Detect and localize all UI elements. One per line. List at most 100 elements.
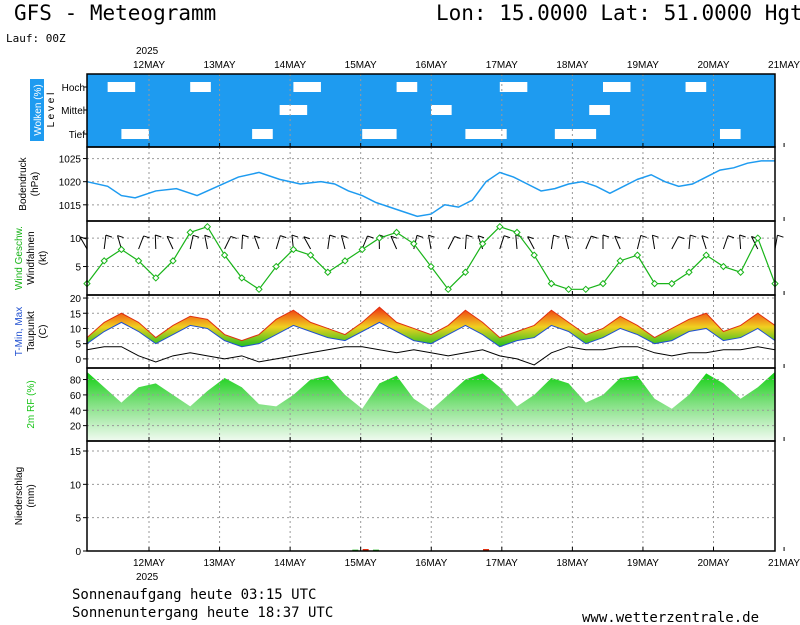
wind-speed-point <box>702 251 710 259</box>
cloud-panel: Hoch Mittel Tief Wolken (%) L e v e l <box>30 73 785 148</box>
wind-speed-point <box>341 257 349 265</box>
wind-speed-point <box>324 268 332 276</box>
year-label-top: 2025 <box>136 46 159 57</box>
wind-barb-flag <box>155 234 162 238</box>
day-label-top: 21MAY <box>768 60 800 71</box>
y-tick-label: 10 <box>70 324 82 335</box>
wind-barb <box>303 236 312 250</box>
wind-speed-point <box>306 251 315 259</box>
y-tick-label: 0 <box>75 547 81 558</box>
wind-barb-flag <box>602 234 610 238</box>
cloud-clear-gap <box>107 82 136 92</box>
cloud-label-box <box>30 79 44 141</box>
wind-speed-point <box>272 262 280 271</box>
wind-speed-point <box>719 262 728 271</box>
wind-barb-flag <box>727 235 735 239</box>
wind-speed-point <box>736 268 745 276</box>
day-labels-bottom: 12MAY 13MAY 14MAY 15MAY 16MAY 17MAY 18MAY 19MAY… <box>133 558 800 569</box>
wind-barb <box>636 235 642 250</box>
wind-speed-point <box>375 234 384 242</box>
wind-barb-flag <box>416 234 424 238</box>
day-label-top: 12MAY <box>133 60 165 71</box>
wind-barb <box>464 234 467 250</box>
day-label-bottom: 20MAY <box>697 558 729 569</box>
cloud-clear-gap <box>603 82 631 92</box>
wind-panel: 5 10 Wind Geschw. Windfahnen (kt) <box>14 220 785 296</box>
wind-barb <box>527 236 535 250</box>
wind-speed-point <box>100 257 108 265</box>
day-label-top: 19MAY <box>627 60 659 71</box>
wind-barb <box>564 235 570 250</box>
wind-speed-point <box>754 234 762 242</box>
wind-speed-point <box>117 245 126 254</box>
wind-barb-flag <box>79 236 87 240</box>
wind-speed-point <box>152 274 160 282</box>
wind-speed-point <box>547 279 556 288</box>
y-axis-label: (kt) <box>38 251 49 265</box>
y-axis-label: Wolken (%) <box>33 84 44 136</box>
wind-barb-flag <box>614 235 621 239</box>
y-axis-label: Niederschlag <box>14 467 25 525</box>
wind-barb-flag <box>466 234 473 238</box>
dewpoint-line <box>86 346 776 366</box>
wind-barb <box>550 235 555 250</box>
day-label-bottom: 13MAY <box>204 558 236 569</box>
wind-speed-point <box>650 279 659 288</box>
cloud-clear-gap <box>465 129 507 139</box>
wind-barb <box>224 236 232 250</box>
day-label-top: 15MAY <box>345 60 377 71</box>
wind-speed-point <box>633 251 642 259</box>
wind-barb <box>138 235 145 250</box>
model-run: Lauf: 00Z <box>6 32 66 45</box>
wind-speed-point <box>513 228 521 237</box>
day-label-top: 13MAY <box>204 60 236 71</box>
cloud-level-label: Hoch <box>62 83 85 94</box>
y-axis-label: L e v e l <box>46 93 57 128</box>
wind-barb <box>688 235 691 250</box>
wind-barb-flag <box>652 234 659 238</box>
wind-speed-point <box>530 251 538 259</box>
website-link[interactable]: www.wetterzentrale.de <box>582 610 759 625</box>
y-tick-label: 15 <box>70 309 82 320</box>
pressure-line <box>86 160 775 218</box>
y-tick-label: 40 <box>70 406 82 417</box>
wind-barb <box>189 235 194 250</box>
wind-barb-flag <box>390 235 398 239</box>
wind-barb-flag <box>192 234 200 238</box>
wind-barb-flag <box>291 234 299 238</box>
wind-barb <box>614 235 621 250</box>
cloud-level-label: Tief <box>69 130 86 141</box>
cloud-clear-gap <box>719 129 741 139</box>
y-tick-label: 20 <box>70 422 82 433</box>
wind-barb <box>651 235 656 250</box>
wind-barb-flag <box>280 235 287 239</box>
y-axis-label: Wind Geschw. <box>14 226 25 290</box>
y-tick-label: 20 <box>70 294 82 305</box>
humidity-panel: 20 40 60 80 2m RF (%) <box>26 367 785 442</box>
wind-barb-flag <box>254 235 261 239</box>
day-label-bottom: 14MAY <box>274 558 306 569</box>
cloud-clear-gap <box>396 82 418 92</box>
cloud-clear-gap <box>554 129 597 139</box>
day-label-bottom: 19MAY <box>627 558 659 569</box>
wind-speed-point <box>496 222 504 231</box>
precipitation-bar <box>362 549 369 551</box>
wind-barb <box>585 235 592 250</box>
wind-barb-flag <box>527 236 534 240</box>
wind-barb-flag <box>341 235 348 238</box>
wind-barb-flag <box>565 234 572 238</box>
wind-speed-point <box>238 274 246 282</box>
y-tick-label: 10 <box>70 234 82 245</box>
wind-barb <box>671 236 679 250</box>
wind-speed-point <box>169 257 177 265</box>
wind-barb-flag <box>477 235 485 239</box>
cloud-clear-gap <box>293 82 321 92</box>
wind-speed-point <box>220 251 229 259</box>
wind-speed-point <box>616 257 624 265</box>
wind-barb-flag <box>777 234 784 238</box>
y-tick-label: 60 <box>70 391 82 402</box>
cloud-clear-gap <box>252 129 273 139</box>
y-axis-label: Bodendruck <box>18 156 29 210</box>
temperature-panel: 0 5 10 15 20 T-Min, Max Taupunkt (C) <box>14 294 785 369</box>
